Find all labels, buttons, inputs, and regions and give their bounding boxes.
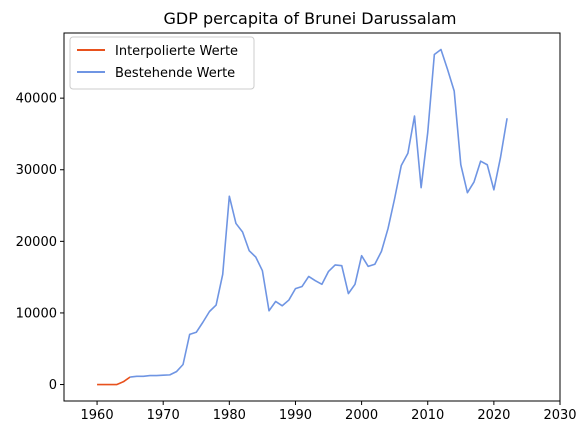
x-axis-ticks: 1960 1970 1980 1990 2000 2010 2020 2030	[81, 401, 577, 423]
x-tick-label: 1990	[279, 408, 312, 423]
legend-label-existing: Bestehende Werte	[115, 66, 235, 81]
legend-box	[69, 36, 255, 90]
series-layer	[97, 48, 508, 386]
legend: Interpolierte Werte Bestehende Werte	[69, 36, 255, 90]
series-line-existing	[130, 48, 508, 378]
legend-label-interpolated: Interpolierte Werte	[115, 44, 238, 59]
plot-area-frame	[63, 32, 561, 402]
y-tick-label: 20000	[16, 235, 57, 250]
y-tick-label: 0	[49, 378, 57, 393]
y-axis-ticks: 0 10000 20000 30000 40000	[16, 92, 64, 393]
y-tick-label: 10000	[16, 306, 57, 321]
x-tick-label: 1960	[81, 408, 114, 423]
x-tick-label: 2020	[477, 408, 510, 423]
x-tick-label: 1980	[213, 408, 246, 423]
x-tick-label: 1970	[147, 408, 180, 423]
chart-title: GDP percapita of Brunei Darussalam	[164, 9, 457, 28]
y-tick-label: 30000	[16, 163, 57, 178]
y-tick-label: 40000	[16, 92, 57, 107]
x-tick-label: 2030	[543, 408, 576, 423]
series-line-interpolated	[97, 376, 131, 386]
x-tick-label: 2000	[345, 408, 378, 423]
x-tick-label: 2010	[411, 408, 444, 423]
